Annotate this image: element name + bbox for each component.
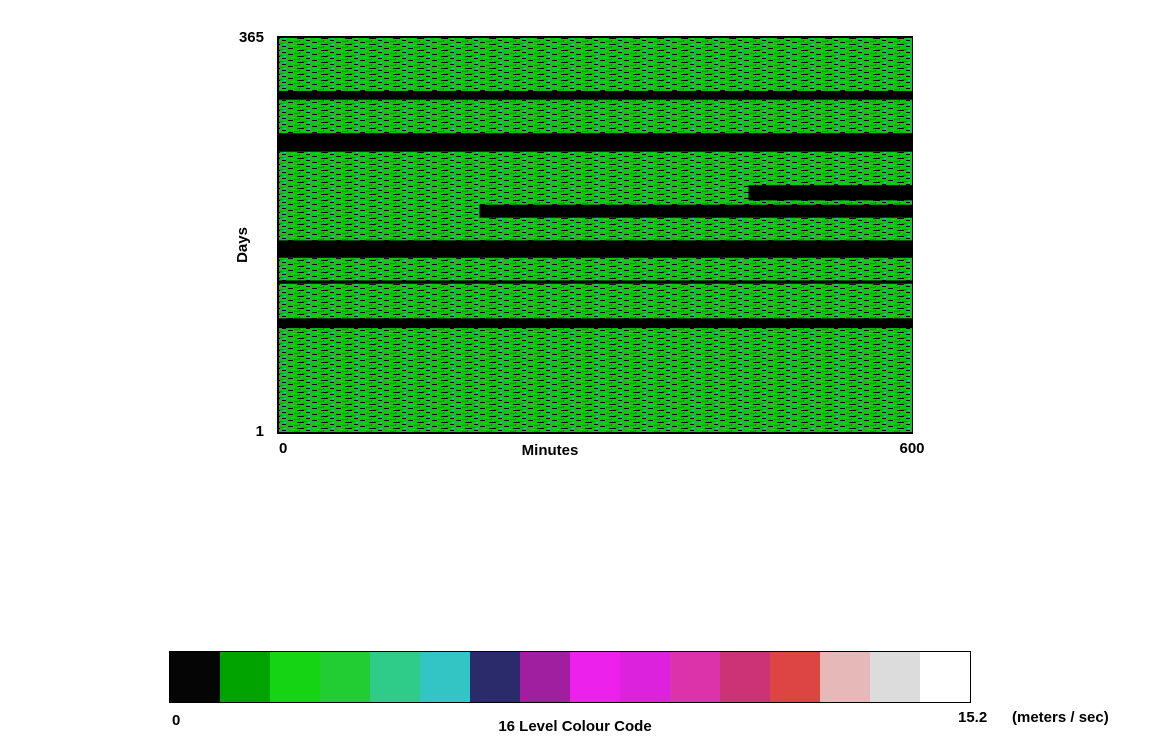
missing-band — [279, 318, 912, 329]
x-tick-label: 600 — [899, 440, 924, 457]
y-label: Days — [234, 227, 251, 263]
colorbar-max: 15.2 — [958, 709, 987, 726]
heatmap-field — [279, 38, 912, 432]
colorbar-min: 0 — [172, 712, 180, 729]
missing-band — [279, 280, 912, 284]
colorbar-swatch — [620, 652, 670, 702]
colorbar-swatch — [170, 652, 220, 702]
missing-band — [279, 91, 912, 100]
colorbar-swatch — [420, 652, 470, 702]
colorbar-swatch — [720, 652, 770, 702]
colorbar-swatch — [470, 652, 520, 702]
missing-band — [279, 240, 912, 258]
colorbar-unit: (meters / sec) — [1012, 709, 1109, 726]
missing-band — [748, 185, 912, 201]
x-label: Minutes — [522, 442, 579, 459]
missing-band — [279, 133, 912, 152]
y-tick-label: 1 — [256, 423, 264, 440]
missing-band — [479, 204, 912, 218]
colorbar-swatch — [520, 652, 570, 702]
colorbar-swatch — [920, 652, 970, 702]
colorbar-swatch — [220, 652, 270, 702]
colorbar-swatch — [770, 652, 820, 702]
colorbar-swatch — [820, 652, 870, 702]
y-tick-label: 365 — [239, 29, 264, 46]
colorbar-swatch — [320, 652, 370, 702]
colorbar-swatch — [870, 652, 920, 702]
colorbar-label: 16 Level Colour Code — [498, 718, 651, 735]
colorbar-swatch — [670, 652, 720, 702]
colorbar-swatch — [370, 652, 420, 702]
colorbar-swatch — [270, 652, 320, 702]
colorbar-swatch — [570, 652, 620, 702]
x-tick-label: 0 — [279, 440, 287, 457]
